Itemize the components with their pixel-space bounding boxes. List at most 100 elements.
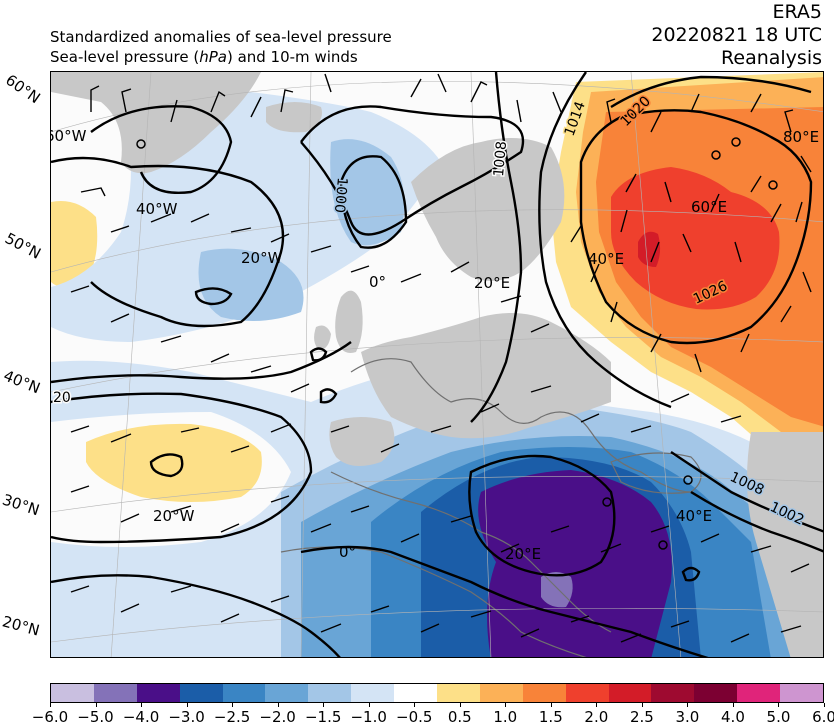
isobar-mediterranean: [468, 454, 616, 577]
colorbar-tickmark: [414, 703, 416, 707]
anomaly-fill-neg40: [541, 572, 573, 608]
lat-label-60n: 60°N: [2, 70, 44, 108]
lon-label-40w: 40°W: [136, 200, 178, 218]
dataset-label: ERA5: [772, 1, 822, 23]
colorbar-tick-label: 3.0: [675, 708, 700, 726]
coastline-black-sea: [610, 452, 702, 494]
lon-label-40e-south: 40°E: [676, 507, 712, 525]
land-europe: [361, 313, 611, 439]
isobar-small-low: [194, 287, 233, 306]
lon-label-20w-south: 20°W: [153, 507, 195, 525]
colorbar-tickmark: [141, 703, 143, 707]
anomaly-fill-pos25: [638, 231, 661, 267]
anomaly-fill-neg30: [478, 470, 672, 657]
lon-label-20e-north: 20°E: [474, 274, 510, 292]
colorbar-tick-label: −1.5: [304, 708, 342, 726]
land-ireland: [314, 325, 331, 350]
title-text: Sea-level pressure (: [50, 48, 200, 66]
isobar-mid: [51, 392, 313, 544]
colorbar-tick-label: 2.0: [584, 708, 609, 726]
colorbar-tick-label: 5.0: [766, 708, 791, 726]
colorbar-tickmark: [186, 703, 188, 707]
colorbar-tick-label: 1.5: [538, 708, 563, 726]
colorbar-tick-label: 2.5: [629, 708, 654, 726]
longitude-labels: 60°W 40°W 20°W 0° 20°E 40°E 60°E 80°E 20…: [51, 127, 819, 563]
colorbar-segment: [479, 684, 523, 702]
lat-label-50n: 50°N: [1, 229, 44, 263]
map-panel: 1000 1008 1014 1020 1026 1008 1002 20 60…: [50, 71, 824, 658]
land-russia-east: [747, 432, 823, 657]
lon-label-60w: 60°W: [51, 127, 87, 145]
colorbar-tick-label: −5.0: [77, 708, 114, 726]
lon-label-80e: 80°E: [783, 128, 819, 146]
anomaly-fill-pos20: [611, 167, 780, 310]
colorbar-tickmark: [641, 703, 643, 707]
calm-circles: [136, 137, 778, 550]
colorbar-segment: [780, 684, 824, 702]
lat-label-20n: 20°N: [0, 612, 42, 640]
colorbar-tickmark: [778, 703, 780, 707]
land-iceland: [266, 102, 322, 133]
colorbar-tickmark: [459, 703, 461, 707]
colorbar-segment: [694, 684, 738, 702]
anomaly-fill-azores: [86, 423, 262, 502]
isobar-small-3: [681, 566, 701, 582]
unit-label: hPa: [199, 48, 227, 66]
lon-label-20e-south: 20°E: [505, 545, 541, 563]
colorbar-segment: [179, 684, 223, 702]
isobar-1008: [470, 72, 523, 423]
colorbar-tickmark: [596, 703, 598, 707]
land-iberia: [329, 417, 395, 466]
isobar-label-1000: 1000: [331, 177, 350, 214]
colorbar-tick-label: −3.0: [168, 708, 205, 726]
map-metadata-block: ERA5 20220821 18 UTC Reanalysis: [651, 1, 822, 70]
lon-label-60e: 60°E: [691, 198, 727, 216]
colorbar-segment: [565, 684, 609, 702]
colorbar-segment: [308, 684, 352, 702]
isobar-contours: [51, 72, 823, 657]
colorbar-segment: [522, 684, 566, 702]
colorbar-tickmark: [95, 703, 97, 707]
lon-label-0-north: 0°: [369, 273, 386, 291]
isobar-sw: [51, 574, 341, 657]
colorbar-segment: [136, 684, 180, 702]
colorbar-segment: [437, 684, 480, 702]
isobar-small-2: [319, 388, 338, 404]
colorbar-segment: [737, 684, 781, 702]
lat-label-40n: 40°N: [1, 366, 43, 398]
colorbar-tick-label: −0.5: [396, 708, 433, 726]
coastline-europe: [350, 358, 692, 493]
colorbar-tick-label: −2.0: [259, 708, 296, 726]
isobar-azores-high: [149, 453, 184, 478]
colorbar-segment: [93, 684, 137, 702]
colorbar-tickmark: [277, 703, 279, 707]
colorbar-segment: [608, 684, 652, 702]
datetime-label: 20220821 18 UTC: [651, 24, 822, 46]
isobar-label-20: 20: [53, 390, 71, 406]
colorbar-tickmark: [824, 703, 825, 707]
anomaly-map: 1000 1008 1014 1020 1026 1008 1002 20 60…: [51, 72, 823, 657]
title-text: ) and 10-m winds: [226, 48, 358, 66]
lon-label-0-south: 0°: [339, 543, 356, 561]
colorbar-segment: [222, 684, 266, 702]
colorbar-tickmark: [323, 703, 325, 707]
lat-label-30n: 30°N: [0, 490, 42, 520]
colorbar-tickmark: [505, 703, 507, 707]
land-great-britain: [335, 290, 363, 353]
colorbar-tick-label: 4.0: [721, 708, 745, 726]
colorbar-tickmark: [368, 703, 370, 707]
land-scandinavia: [411, 138, 565, 281]
isobar-1026: [579, 109, 813, 345]
colorbar-tick-label: −6.0: [31, 708, 69, 726]
colorbar-segment: [51, 684, 94, 702]
isobar-1002-east: [690, 490, 823, 553]
wind-barbs: [70, 73, 812, 643]
colorbar-tick-label: −1.0: [350, 708, 387, 726]
colorbar-segment: [651, 684, 695, 702]
colorbar-tick-label: 6.0: [812, 708, 834, 726]
colorbar-tick-label: −2.5: [213, 708, 251, 726]
lon-label-40e-north: 40°E: [588, 250, 624, 268]
colorbar-tickmark: [732, 703, 734, 707]
colorbar-tick-label: 1.0: [493, 708, 518, 726]
isobar-1014: [538, 72, 672, 409]
